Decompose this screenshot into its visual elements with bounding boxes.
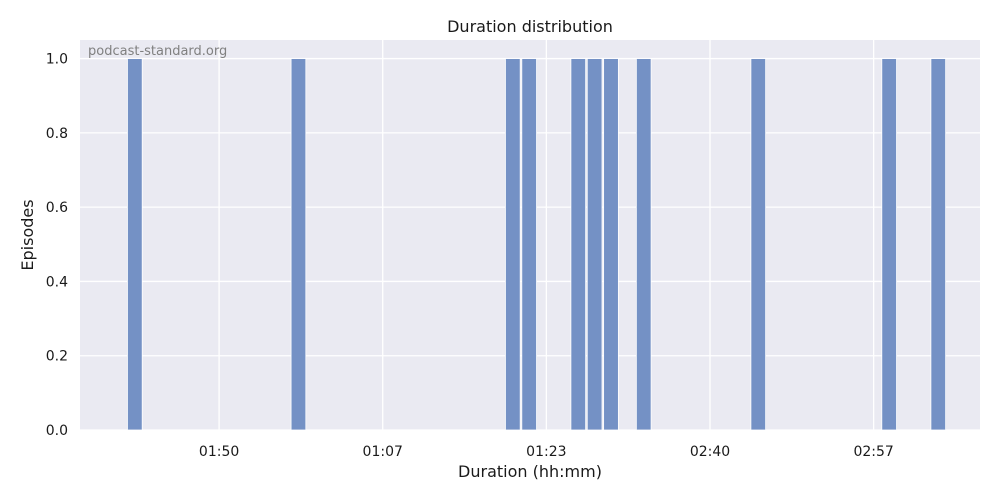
x-tick-label: 02:57: [853, 444, 893, 460]
x-tick-label: 01:50: [199, 444, 239, 460]
y-tick-label: 1.0: [46, 52, 68, 68]
chart-title: Duration distribution: [447, 17, 613, 36]
y-tick-label: 0.8: [46, 126, 68, 142]
bar: [505, 58, 521, 431]
bar: [570, 58, 587, 431]
x-tick-label: 02:40: [690, 444, 730, 460]
bars: [127, 58, 947, 431]
y-axis-ticks: 0.0 0.2 0.4 0.6 0.8 1.0: [46, 52, 68, 439]
x-axis-label: Duration (hh:mm): [458, 462, 602, 481]
y-tick-label: 0.2: [46, 349, 68, 365]
bar: [750, 58, 767, 431]
watermark-text: podcast-standard.org: [88, 44, 227, 59]
y-tick-label: 0.4: [46, 274, 68, 290]
y-axis-label: Episodes: [18, 199, 37, 270]
y-tick-label: 0.6: [46, 200, 68, 216]
bar: [127, 58, 143, 431]
bar: [635, 58, 652, 431]
bar: [521, 58, 537, 431]
bar: [586, 58, 603, 431]
x-tick-label: 01:07: [363, 444, 403, 460]
y-tick-label: 0.0: [46, 423, 68, 439]
bar: [290, 58, 307, 431]
x-axis-ticks: 01:50 01:07 01:23 02:40 02:57: [199, 444, 894, 460]
x-tick-label: 01:23: [526, 444, 566, 460]
bar: [603, 58, 619, 431]
bar: [930, 58, 947, 431]
bar: [881, 58, 897, 431]
